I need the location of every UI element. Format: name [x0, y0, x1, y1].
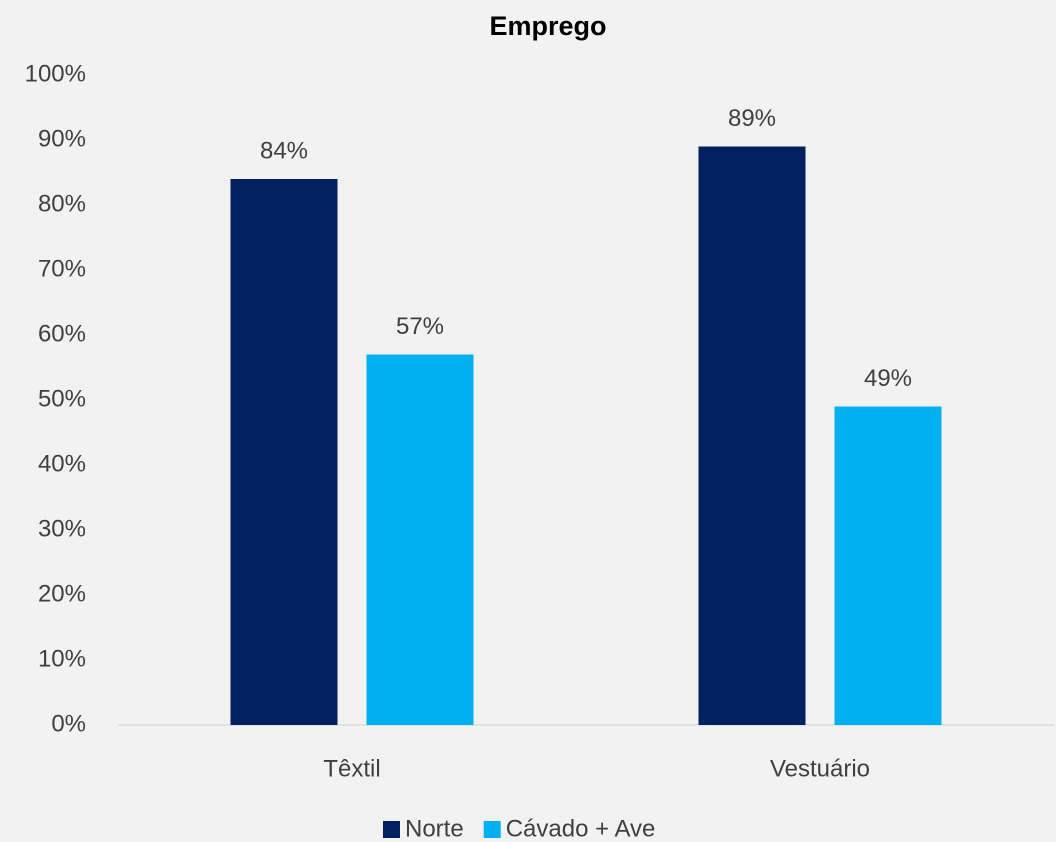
y-tick-label: 0%: [51, 710, 86, 737]
y-tick-label: 70%: [38, 255, 86, 282]
data-label: 49%: [864, 365, 912, 392]
y-tick-label: 30%: [38, 515, 86, 542]
y-tick-label: 50%: [38, 385, 86, 412]
x-tick-label: Têxtil: [323, 755, 380, 782]
legend-swatch: [383, 821, 400, 838]
y-tick-label: 20%: [38, 580, 86, 607]
data-label: 89%: [728, 105, 776, 132]
data-label: 84%: [260, 137, 308, 164]
y-tick-label: 10%: [38, 645, 86, 672]
data-label: 57%: [396, 313, 444, 340]
y-tick-label: 90%: [38, 125, 86, 152]
legend-swatch: [483, 821, 501, 838]
y-tick-label: 40%: [38, 450, 86, 477]
bar: [366, 354, 474, 725]
bar: [230, 179, 338, 725]
legend-label: Norte: [405, 815, 464, 842]
x-tick-label: Vestuário: [770, 755, 870, 782]
bar: [834, 406, 942, 725]
chart-title: Emprego: [489, 11, 606, 41]
y-tick-label: 60%: [38, 320, 86, 347]
y-tick-label: 80%: [38, 190, 86, 217]
legend-label: Cávado + Ave: [506, 815, 656, 842]
bar: [698, 146, 806, 725]
y-tick-label: 100%: [25, 60, 86, 87]
